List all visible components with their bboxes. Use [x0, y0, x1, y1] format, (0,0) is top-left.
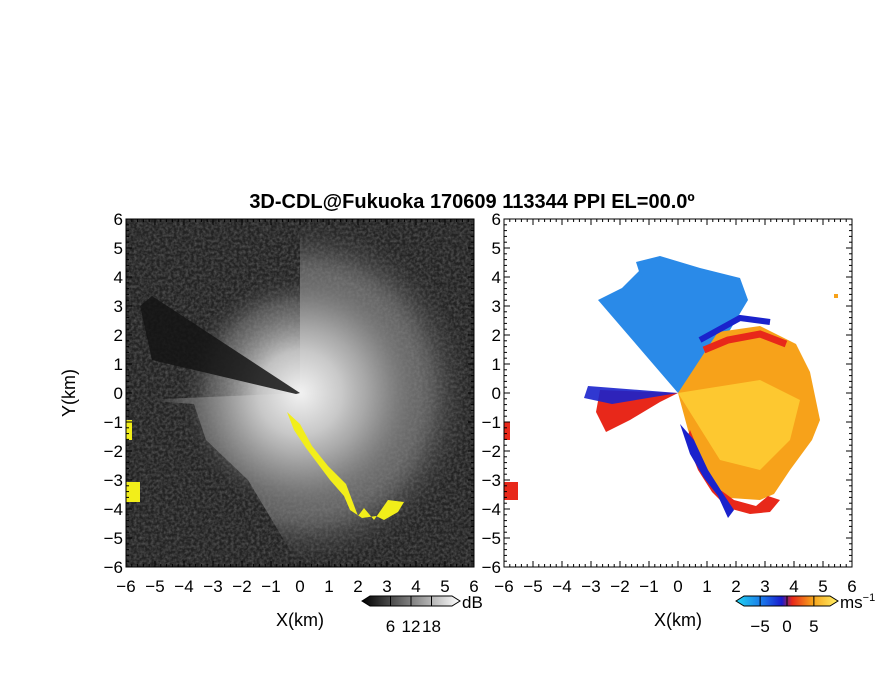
snr-colorbar-unit: dB	[462, 593, 483, 612]
x-tick-label: −1	[261, 577, 280, 596]
velocity-approach-region-west	[598, 270, 678, 393]
snr-y-axis-label: Y(km)	[59, 369, 79, 417]
x-tick-label: 3	[382, 577, 391, 596]
velocity-positive-edge	[702, 330, 788, 354]
y-tick-label: −1	[104, 413, 123, 432]
y-tick-label: −4	[104, 500, 123, 519]
y-tick-label: 3	[492, 297, 501, 316]
x-tick-label: 0	[673, 577, 682, 596]
y-tick-label: 4	[114, 268, 123, 287]
x-tick-label: −5	[523, 577, 542, 596]
x-tick-label: 4	[411, 577, 420, 596]
y-tick-label: −6	[104, 558, 123, 577]
y-tick-label: 6	[492, 210, 501, 229]
y-tick-label: −2	[104, 442, 123, 461]
x-tick-label: 2	[353, 577, 362, 596]
y-tick-label: −1	[482, 413, 501, 432]
velocity-clutter-southwest	[504, 482, 518, 500]
x-tick-label: −6	[494, 577, 513, 596]
x-tick-label: −2	[232, 577, 251, 596]
colorbar-tick-label: −5	[750, 617, 769, 636]
colorbar-tick-label: 0	[782, 617, 791, 636]
x-tick-label: 1	[324, 577, 333, 596]
colorbar-tick-label: 12	[402, 617, 421, 636]
y-tick-label: 6	[114, 210, 123, 229]
snr-colorbar: 6 12 18 dB	[361, 593, 483, 636]
y-tick-label: 3	[114, 297, 123, 316]
x-tick-label: −4	[552, 577, 571, 596]
velocity-panel: −6 −5 −4 −3 −2 −1 0 1 2 3 4 5 6 −6 −5 −4 −3 −2 −1 0 1 2 3 4 5 6 X…	[482, 210, 876, 636]
y-tick-label: −3	[482, 471, 501, 490]
x-tick-label: 0	[295, 577, 304, 596]
y-tick-label: 4	[492, 268, 501, 287]
velocity-clutter-east	[834, 294, 838, 298]
snr-blocked-sector	[140, 296, 300, 394]
x-tick-label: 6	[469, 577, 478, 596]
colorbar-tick-label: 5	[809, 617, 818, 636]
y-tick-label: −5	[482, 529, 501, 548]
velocity-colorbar-unit: ms−1	[840, 592, 875, 612]
x-tick-label: −1	[639, 577, 658, 596]
snr-x-axis-label: X(km)	[276, 610, 324, 630]
y-tick-label: 1	[492, 355, 501, 374]
y-tick-label: −2	[482, 442, 501, 461]
x-tick-label: −2	[610, 577, 629, 596]
y-tick-label: −5	[104, 529, 123, 548]
velocity-clutter-west	[504, 422, 510, 440]
x-tick-label: 1	[702, 577, 711, 596]
snr-clutter-west	[126, 420, 132, 440]
y-tick-label: 1	[114, 355, 123, 374]
velocity-recede-core	[678, 380, 800, 470]
figure-title: 3D-CDL@Fukuoka 170609 113344 PPI EL=00.0…	[249, 191, 694, 213]
y-tick-label: 0	[492, 384, 501, 403]
colorbar-tick-label: 18	[422, 617, 441, 636]
velocity-x-axis-label: X(km)	[654, 610, 702, 630]
x-tick-label: −4	[174, 577, 193, 596]
velocity-colorbar-unit-exponent: −1	[863, 592, 876, 604]
x-tick-label: 2	[731, 577, 740, 596]
y-tick-label: −3	[104, 471, 123, 490]
x-tick-label: 5	[440, 577, 449, 596]
x-tick-label: −5	[145, 577, 164, 596]
y-tick-label: 5	[114, 239, 123, 258]
y-tick-label: 5	[492, 239, 501, 258]
velocity-approach-region	[636, 256, 748, 393]
velocity-colorbar-unit-base: ms	[840, 593, 863, 612]
snr-clutter-mask	[287, 412, 404, 520]
velocity-colorbar: −5 0 5 ms−1	[735, 592, 875, 636]
y-tick-label: 2	[492, 326, 501, 345]
velocity-south-edge-blue	[680, 424, 734, 518]
y-tick-label: −4	[482, 500, 501, 519]
x-tick-label: 5	[818, 577, 827, 596]
velocity-negative-edge	[698, 314, 771, 343]
y-tick-label: −6	[482, 558, 501, 577]
snr-clutter-southwest	[126, 482, 140, 502]
y-tick-label: 2	[114, 326, 123, 345]
x-tick-label: 3	[760, 577, 769, 596]
colorbar-tick-label: 6	[386, 617, 395, 636]
velocity-west-band-blue	[584, 386, 678, 404]
x-tick-label: 4	[789, 577, 798, 596]
x-tick-label: 6	[847, 577, 856, 596]
y-tick-label: 0	[114, 384, 123, 403]
x-tick-label: −3	[581, 577, 600, 596]
x-tick-label: −6	[116, 577, 135, 596]
x-tick-label: −3	[203, 577, 222, 596]
